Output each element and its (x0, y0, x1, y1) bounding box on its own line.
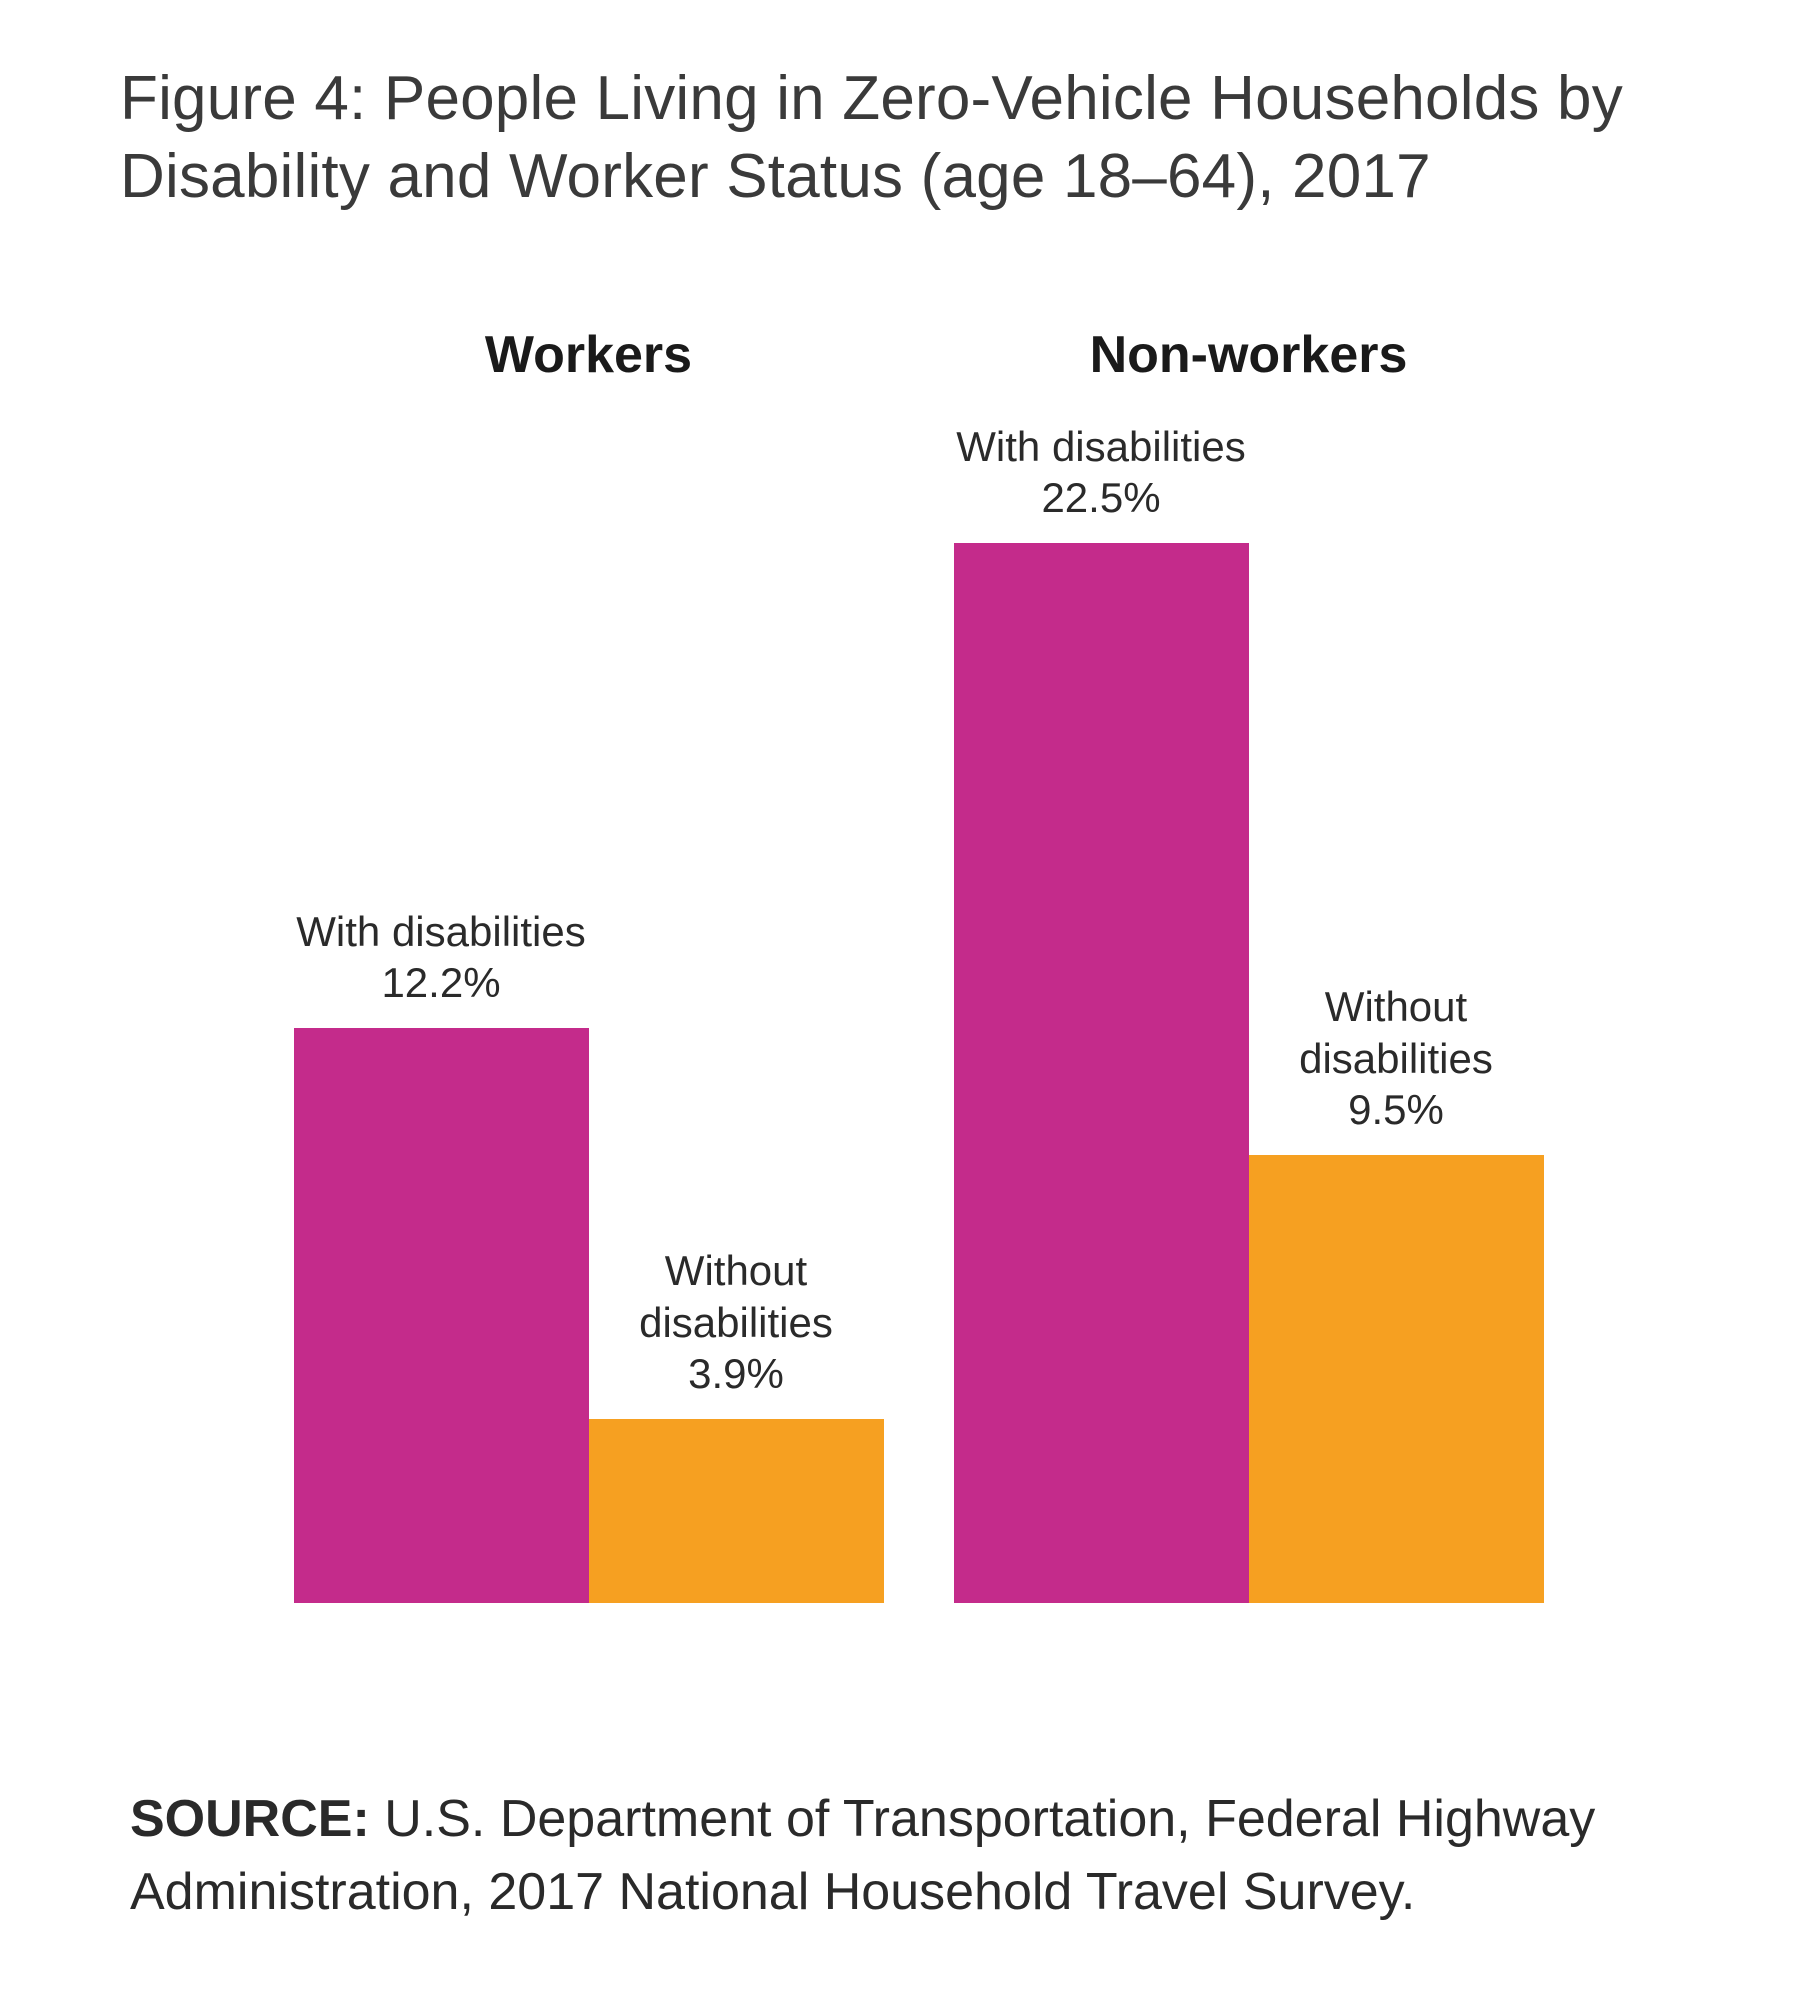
bar-value-text: 12.2% (381, 959, 500, 1006)
bar-col-workers-with: With disabilities 12.2% (294, 906, 589, 1603)
figure-page: Figure 4: People Living in Zero-Vehicle … (0, 0, 1807, 2000)
bars-row-nonworkers: With disabilities 22.5% Without disabili… (954, 403, 1544, 1603)
bar-label: With disabilities 12.2% (296, 906, 585, 1008)
bar-label-text2: disabilities (639, 1299, 833, 1346)
bar-label-text: With disabilities (956, 423, 1245, 470)
group-title-workers: Workers (485, 325, 692, 385)
group-nonworkers: Non-workers With disabilities 22.5% With… (954, 325, 1544, 1603)
group-workers: Workers With disabilities 12.2% Without … (294, 325, 884, 1603)
bar-label-text: With disabilities (296, 908, 585, 955)
bar-label: Without disabilities 3.9% (639, 1245, 833, 1399)
bar-col-nonworkers-without: Without disabilities 9.5% (1249, 981, 1544, 1603)
bar-label-text2: disabilities (1299, 1035, 1493, 1082)
bar-nonworkers-without (1249, 1155, 1544, 1603)
bar-label-text: Without (665, 1247, 807, 1294)
chart-area: Workers With disabilities 12.2% Without … (120, 325, 1687, 1603)
bar-label-text: Without (1325, 983, 1467, 1030)
bar-workers-without (589, 1419, 884, 1603)
bar-value-text: 3.9% (688, 1350, 784, 1397)
bar-value-text: 9.5% (1348, 1086, 1444, 1133)
bar-nonworkers-with (954, 543, 1249, 1603)
bar-label: With disabilities 22.5% (956, 421, 1245, 523)
bars-row-workers: With disabilities 12.2% Without disabili… (294, 403, 884, 1603)
bar-workers-with (294, 1028, 589, 1603)
figure-title: Figure 4: People Living in Zero-Vehicle … (120, 60, 1687, 215)
group-title-nonworkers: Non-workers (1090, 325, 1408, 385)
bar-value-text: 22.5% (1041, 474, 1160, 521)
bar-label: Without disabilities 9.5% (1299, 981, 1493, 1135)
bar-col-nonworkers-with: With disabilities 22.5% (954, 421, 1249, 1603)
bar-col-workers-without: Without disabilities 3.9% (589, 1245, 884, 1603)
source-label: SOURCE: (130, 1790, 370, 1848)
source-line: SOURCE: U.S. Department of Transportatio… (120, 1783, 1687, 1929)
